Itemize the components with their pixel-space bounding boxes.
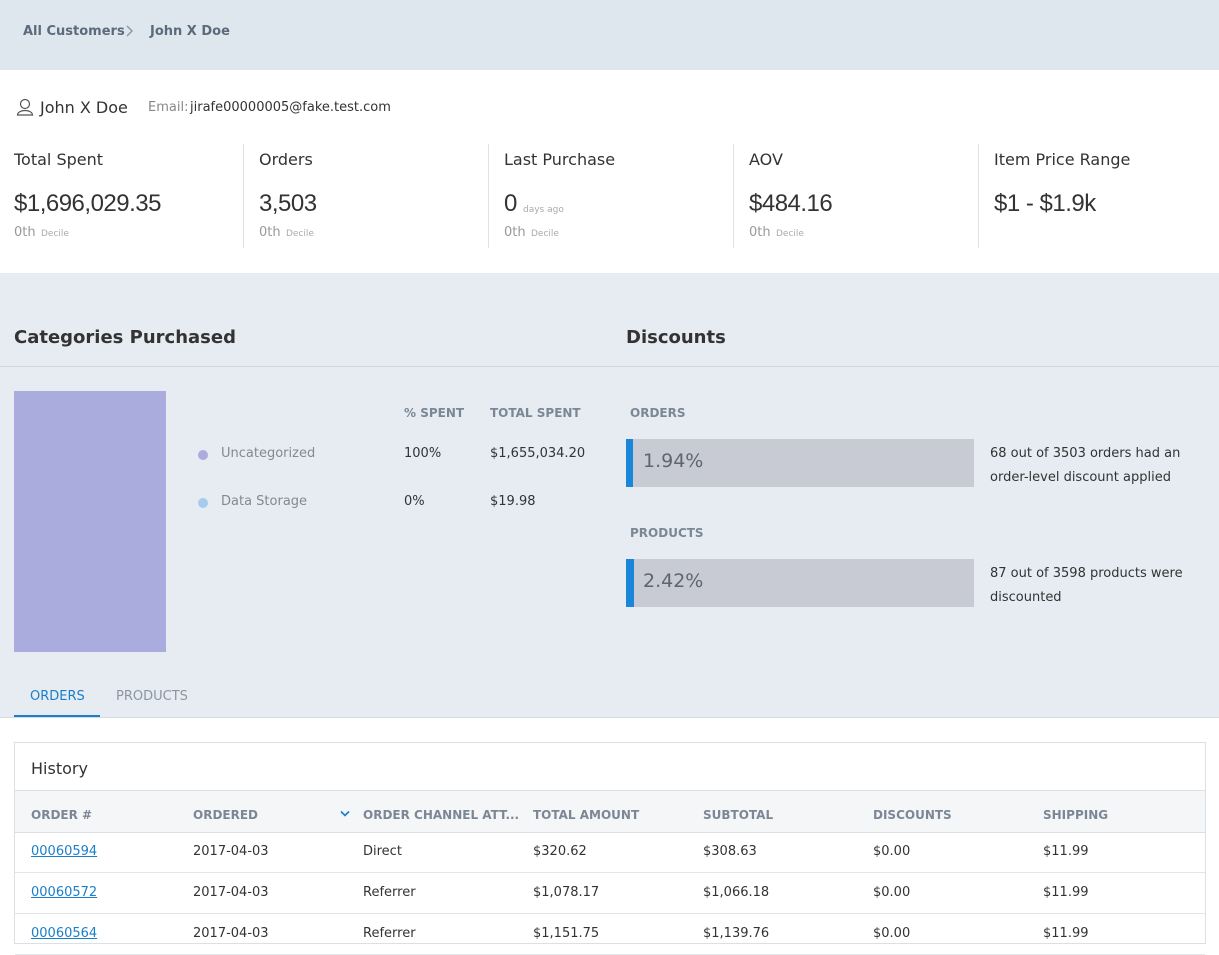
discount-fill: [626, 559, 635, 607]
cell: $0.00: [873, 844, 911, 859]
decile: 0th: [259, 225, 281, 240]
column-header: SHIPPING: [1043, 808, 1109, 822]
column-header: TOTAL AMOUNT: [533, 808, 640, 822]
decile: 0th: [504, 225, 526, 240]
cell: 2017-04-03: [193, 885, 269, 900]
email-label: Email:: [148, 100, 189, 115]
discount-fill: [626, 439, 633, 487]
section-title: Categories Purchased: [14, 327, 236, 348]
separator: [488, 144, 489, 248]
discount-track: [626, 439, 974, 487]
customer-name: John X Doe: [40, 98, 128, 117]
discount-label: PRODUCTS: [630, 526, 704, 540]
discount-track: [626, 559, 974, 607]
tab-indicator: [14, 715, 100, 717]
section-title: Discounts: [626, 327, 726, 348]
column-header: TOTAL SPENT: [490, 406, 581, 420]
stat-value: $1,696,029.35: [14, 190, 161, 217]
cell: $1,066.18: [703, 885, 770, 900]
category-percent: 100%: [404, 446, 442, 461]
discount-text: 68 out of 3503 orders had an order-level…: [990, 446, 1181, 485]
table-header: [15, 790, 1205, 833]
column-header: ORDER #: [31, 808, 93, 822]
row-border: [15, 913, 1205, 914]
cell: $1,151.75: [533, 926, 600, 941]
stat-unit: days ago: [523, 205, 564, 215]
category-name: Data Storage: [221, 494, 308, 509]
stat-label: Orders: [259, 150, 313, 169]
stat-label: Total Spent: [14, 150, 104, 169]
panel-title: History: [31, 759, 88, 778]
divider: [0, 366, 1219, 367]
breadcrumb-bar: All Customers John X Doe: [0, 0, 1219, 70]
order-link[interactable]: 00060594: [31, 844, 98, 859]
cell: 2017-04-03: [193, 844, 269, 859]
legend-dot: [198, 450, 208, 460]
decile: 0th: [749, 225, 771, 240]
cell: $1,139.76: [703, 926, 770, 941]
tab[interactable]: ORDERS: [30, 689, 85, 704]
column-header: % SPENT: [404, 406, 465, 420]
cell: $0.00: [873, 885, 911, 900]
discount-percent: 2.42%: [643, 570, 704, 592]
stat-value: $1 - $1.9k: [994, 190, 1096, 217]
breadcrumb-current: John X Doe: [150, 24, 230, 39]
decile: 0th: [14, 225, 36, 240]
stat-label: Item Price Range: [994, 150, 1131, 169]
order-link[interactable]: 00060572: [31, 885, 98, 900]
summary-section: [0, 273, 1219, 717]
breadcrumb-link[interactable]: All Customers: [23, 24, 125, 39]
category-total: $19.98: [490, 494, 536, 509]
category-total: $1,655,034.20: [490, 446, 586, 461]
column-header: DISCOUNTS: [873, 808, 952, 822]
cell: $11.99: [1043, 926, 1089, 941]
history-panel: History ORDER # ORDERED ORDER CHANNEL ATT.…: [14, 742, 1206, 955]
row-border: [15, 872, 1205, 873]
separator: [243, 144, 244, 248]
tab-border: [0, 717, 1219, 718]
separator: [733, 144, 734, 248]
sort-icon[interactable]: [340, 810, 350, 818]
discount-label: ORDERS: [630, 406, 686, 420]
cell: Referrer: [363, 926, 416, 941]
legend-dot: [198, 498, 208, 508]
chevron: [126, 25, 133, 37]
category-segment: [14, 391, 166, 652]
column-header: ORDERED: [193, 808, 258, 822]
stat-value: 0: [504, 190, 517, 217]
user-icon: [16, 98, 34, 116]
email: jirafe00000005@fake.test.com: [190, 100, 391, 115]
cell: $11.99: [1043, 844, 1089, 859]
cell: $320.62: [533, 844, 587, 859]
decile-label: Decile: [41, 229, 69, 239]
cell: Direct: [363, 844, 402, 859]
cell: Referrer: [363, 885, 416, 900]
category-name: Uncategorized: [221, 446, 316, 461]
cell: $308.63: [703, 844, 757, 859]
column-header: ORDER CHANNEL ATT...: [363, 808, 520, 822]
discount-text: 87 out of 3598 products were discounted: [990, 566, 1183, 605]
discount-percent: 1.94%: [643, 450, 704, 472]
cell: $1,078.17: [533, 885, 600, 900]
separator: [978, 144, 979, 248]
decile-label: Decile: [776, 229, 804, 239]
stat-value: 3,503: [259, 190, 317, 217]
stat-label: Last Purchase: [504, 150, 616, 169]
order-link[interactable]: 00060564: [31, 926, 98, 941]
stat-label: AOV: [749, 150, 783, 169]
cell: 2017-04-03: [193, 926, 269, 941]
decile-label: Decile: [531, 229, 559, 239]
stat-value: $484.16: [749, 190, 833, 217]
cell: $11.99: [1043, 885, 1089, 900]
decile-label: Decile: [286, 229, 314, 239]
tab[interactable]: PRODUCTS: [116, 689, 188, 704]
cell: $0.00: [873, 926, 911, 941]
column-header: SUBTOTAL: [703, 808, 774, 822]
category-percent: 0%: [404, 494, 425, 509]
